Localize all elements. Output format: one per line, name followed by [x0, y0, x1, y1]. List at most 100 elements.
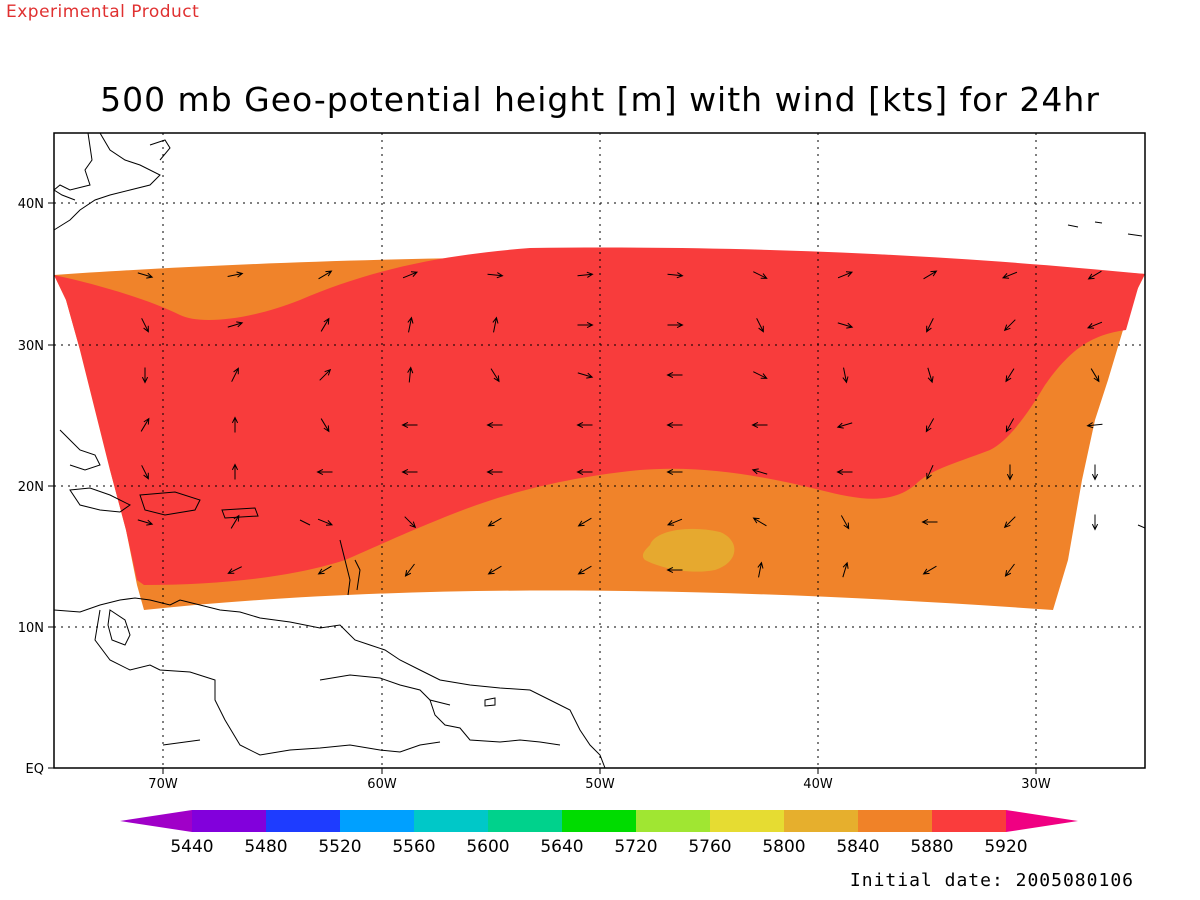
lon-label-40w: 40W — [803, 777, 833, 792]
wind-arrow — [487, 272, 504, 279]
wind-arrow — [837, 271, 854, 279]
wind-arrow — [926, 464, 934, 480]
colorbar-swatch — [636, 810, 710, 832]
wind-arrow — [141, 465, 149, 480]
wind-arrow — [753, 371, 768, 379]
wind-arrow — [1005, 418, 1015, 433]
wind-arrow — [141, 318, 149, 333]
wind-arrow — [666, 421, 683, 429]
wind-arrow — [1087, 270, 1102, 280]
wind-arrow — [231, 367, 239, 382]
wind-arrow — [404, 563, 415, 577]
wind-arrow — [1086, 321, 1103, 329]
wind-arrow — [316, 468, 333, 476]
lat-label-40n: 40N — [18, 197, 44, 212]
colorbar-tick-label: 5640 — [540, 837, 583, 857]
wind-arrow — [840, 515, 850, 530]
wind-arrow — [836, 422, 853, 429]
wind-arrow — [577, 565, 592, 575]
colorbar-tick-label: 5720 — [614, 837, 657, 857]
wind-arrow — [317, 565, 332, 575]
colorbar-tick-label: 5880 — [910, 837, 953, 857]
lon-label-30w: 30W — [1021, 777, 1051, 792]
wind-arrow — [757, 561, 764, 578]
wind-arrow — [836, 468, 853, 476]
wind-arrow — [842, 561, 849, 578]
wind-arrow — [227, 271, 244, 278]
colorbar-swatch — [266, 810, 340, 832]
colorbar-tick-label: 5760 — [688, 837, 731, 857]
colorbar-swatch — [414, 810, 488, 832]
wind-arrow — [666, 566, 683, 574]
colorbar-swatch — [710, 810, 784, 832]
colorbar-swatch — [340, 810, 414, 832]
wind-arrow — [137, 272, 154, 279]
wind-vectors — [137, 270, 1103, 578]
wind-arrow — [227, 566, 242, 574]
wind-arrow — [751, 421, 768, 429]
wind-arrow — [401, 468, 418, 476]
wind-arrow — [137, 519, 154, 526]
colorbar-swatch — [192, 810, 266, 832]
wind-arrow — [842, 367, 849, 384]
lat-label-30n: 30N — [18, 339, 44, 354]
colorbar-left-arrow — [120, 810, 192, 832]
wind-arrow — [492, 316, 499, 333]
wind-arrow — [756, 318, 764, 333]
colorbar-swatch — [488, 810, 562, 832]
colorbar-swatch — [784, 810, 858, 832]
wind-arrow — [407, 316, 414, 333]
wind-arrow — [753, 271, 768, 279]
wind-arrow — [320, 418, 330, 433]
colorbar-tick-label: 5560 — [392, 837, 435, 857]
wind-arrow — [666, 518, 683, 526]
wind-arrow — [404, 516, 417, 529]
lon-label-50w: 50W — [585, 777, 615, 792]
wind-arrow — [487, 565, 502, 575]
colorbar-swatch — [932, 810, 1006, 832]
wind-arrow — [1006, 464, 1014, 481]
wind-arrow — [667, 321, 684, 329]
wind-arrow — [577, 321, 594, 329]
wind-arrow — [1091, 464, 1099, 481]
colorbar-tick-label: 5840 — [836, 837, 879, 857]
colorbar-tick-label: 5920 — [984, 837, 1027, 857]
wind-arrow — [751, 468, 768, 475]
wind-arrow — [1001, 271, 1018, 279]
wind-arrow — [317, 518, 334, 526]
wind-arrow — [1003, 319, 1016, 332]
wind-arrow — [140, 417, 150, 432]
wind-arrow — [577, 372, 594, 379]
wind-arrow — [1086, 422, 1103, 429]
wind-arrow — [666, 371, 683, 379]
coastlines — [53, 132, 1146, 769]
lon-label-60w: 60W — [367, 777, 397, 792]
wind-arrow — [926, 318, 934, 333]
wind-arrow — [407, 366, 414, 383]
lon-label-70w: 70W — [148, 777, 178, 792]
colorbar: 5440 5480 5520 5560 5600 5640 5720 5760 5800 5840… — [120, 810, 1078, 857]
wind-arrow — [922, 565, 937, 575]
lat-label-10n: 10N — [18, 621, 44, 636]
wind-arrow — [1090, 368, 1100, 383]
wind-arrow — [576, 468, 593, 476]
colorbar-tick-label: 5480 — [244, 837, 287, 857]
wind-arrow — [925, 418, 935, 433]
wind-arrow — [231, 463, 239, 480]
axis-ticks — [48, 202, 1037, 774]
wind-arrow — [576, 421, 593, 429]
wind-arrow — [666, 468, 683, 476]
chart-title: 500 mb Geo-potential height [m] with win… — [100, 80, 1100, 119]
colorbar-tick-label: 5520 — [318, 837, 361, 857]
wind-arrow — [837, 322, 854, 329]
wind-arrow — [1003, 516, 1016, 529]
wind-arrow — [1091, 514, 1099, 531]
wind-arrow — [486, 468, 503, 476]
colorbar-tick-label: 5800 — [762, 837, 805, 857]
wind-arrow — [318, 270, 333, 280]
lat-label-20n: 20N — [18, 480, 44, 495]
wind-arrow — [227, 321, 244, 328]
wind-arrow — [319, 368, 332, 381]
wind-arrow — [401, 421, 418, 429]
